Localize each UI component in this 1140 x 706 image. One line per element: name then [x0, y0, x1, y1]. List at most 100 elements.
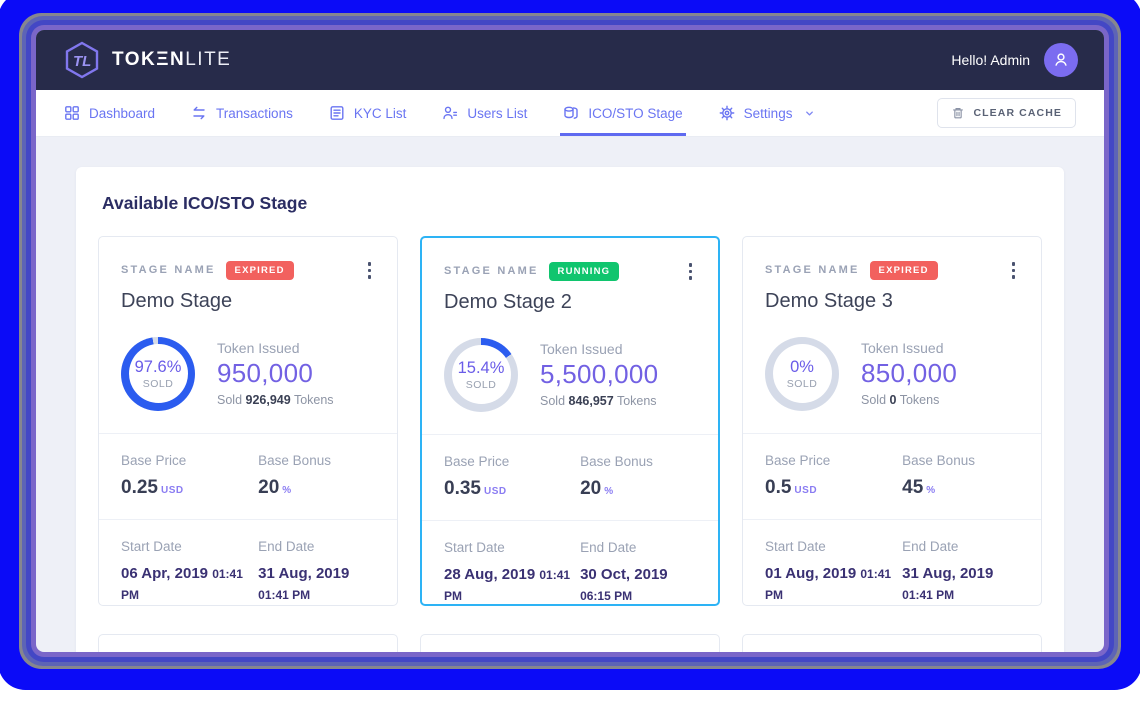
start-date-value: 28 Aug, 2019 01:41 PM	[444, 565, 571, 604]
token-issued-label: Token Issued	[217, 340, 300, 356]
stage-name-label: STAGE NAME	[765, 264, 860, 277]
base-bonus-cell: Base Bonus 20%	[258, 453, 375, 499]
trash-icon	[953, 108, 964, 119]
base-price-label: Base Price	[121, 452, 187, 468]
base-price-value: 0.35	[444, 477, 481, 499]
swap-arrows-icon	[193, 106, 205, 120]
status-badge: EXPIRED	[225, 260, 294, 280]
sold-tokens-line: Sold 846,957 Tokens	[540, 394, 657, 408]
stage-card-peek	[98, 634, 398, 652]
start-time: 01:41 PM	[444, 567, 571, 604]
brand-bold: TOKΞN	[112, 49, 186, 70]
base-price-value: 0.25	[121, 476, 158, 498]
start-date-label: Start Date	[121, 538, 182, 554]
divider	[743, 518, 1041, 520]
end-date-value: 30 Oct, 2019 06:15 PM	[580, 565, 668, 604]
card-menu-button[interactable]	[1008, 259, 1020, 282]
card-menu-button[interactable]	[364, 259, 376, 282]
stage-name-label: STAGE NAME	[121, 264, 216, 277]
tab-ico-sto-stage[interactable]: ICO/STO Stage	[560, 90, 686, 136]
user-avatar[interactable]	[1044, 43, 1078, 77]
sold-tokens-amount: 846,957	[568, 394, 614, 408]
end-date-label: End Date	[902, 538, 959, 554]
brand-name: TOKΞNLITE	[112, 49, 231, 71]
card-menu-button[interactable]	[685, 260, 697, 283]
tab-transactions[interactable]: Transactions	[191, 90, 293, 136]
base-price-label: Base Price	[765, 452, 831, 468]
sold-caption: SOLD	[786, 377, 818, 390]
stage-title: Demo Stage 3	[765, 289, 893, 312]
start-date-label: Start Date	[444, 539, 505, 555]
end-date-value: 31 Aug, 2019 01:41 PM	[258, 564, 350, 603]
base-bonus-cell: Base Bonus 20%	[580, 454, 696, 500]
end-date-cell: End Date 31 Aug, 2019 01:41 PM	[902, 538, 1019, 606]
end-time: 06:15 PM	[580, 589, 633, 604]
status-badge: EXPIRED	[869, 260, 938, 280]
tab-settings[interactable]: Settings	[719, 90, 816, 136]
base-price-unit: USD	[160, 484, 184, 496]
sold-progress-ring: 15.4% SOLD	[444, 337, 518, 412]
divider	[422, 519, 718, 521]
stage-name-label: STAGE NAME	[444, 265, 539, 278]
tab-users-list[interactable]: Users List	[442, 90, 527, 136]
base-bonus-label: Base Bonus	[902, 452, 975, 468]
chevron-down-icon	[806, 111, 814, 115]
brand-light: LITE	[185, 49, 232, 70]
base-bonus-unit: %	[604, 485, 614, 497]
base-price-value: 0.5	[765, 476, 792, 498]
sold-percent: 15.4%	[457, 358, 505, 377]
top-navbar: TL TOKΞNLITE Hello! Admin	[36, 30, 1104, 90]
main-nav-tabs: Dashboard Transactions KYC List Users Li…	[36, 90, 1104, 137]
base-bonus-value: 20	[580, 477, 602, 499]
end-date-value: 31 Aug, 2019 01:41 PM	[902, 564, 994, 603]
base-bonus-label: Base Bonus	[258, 452, 331, 468]
start-date-cell: Start Date 01 Aug, 2019 01:41 PM	[765, 539, 902, 606]
list-document-icon	[330, 106, 344, 120]
sold-percent: 97.6%	[134, 357, 182, 376]
clear-cache-button[interactable]: CLEAR CACHE	[937, 98, 1076, 128]
sold-progress-ring: 0% SOLD	[765, 336, 839, 411]
end-date-label: End Date	[258, 538, 315, 554]
base-price-unit: USD	[794, 484, 818, 496]
stage-card: STAGE NAME EXPIRED Demo Stage 97.6% SOLD…	[98, 236, 398, 606]
tab-dashboard[interactable]: Dashboard	[64, 90, 155, 136]
sold-tokens-amount: 926,949	[245, 393, 291, 407]
divider	[422, 433, 718, 435]
tab-label: Transactions	[216, 105, 293, 121]
stage-title: Demo Stage 2	[444, 290, 572, 313]
next-row-card-peeks	[98, 634, 1042, 652]
greeting-text: Hello! Admin	[951, 52, 1030, 68]
base-bonus-label: Base Bonus	[580, 453, 653, 469]
end-date-cell: End Date 31 Aug, 2019 01:41 PM	[258, 538, 375, 606]
sold-percent: 0%	[790, 357, 814, 376]
stage-card: STAGE NAME RUNNING Demo Stage 2 15.4% SO…	[420, 236, 720, 606]
page-title: Available ICO/STO Stage	[102, 193, 308, 213]
stage-title: Demo Stage	[121, 289, 233, 312]
base-bonus-cell: Base Bonus 45%	[902, 453, 1019, 499]
end-date-label: End Date	[580, 539, 637, 555]
tokenlite-logo-icon: TL	[65, 41, 99, 79]
tab-label: KYC List	[353, 105, 407, 121]
base-price-label: Base Price	[444, 453, 510, 469]
svg-text:TL: TL	[73, 53, 91, 70]
end-time: 01:41 PM	[902, 588, 955, 603]
start-time: 01:41 PM	[765, 566, 892, 603]
tab-kyc-list[interactable]: KYC List	[329, 90, 407, 136]
base-price-cell: Base Price 0.25 USD	[121, 453, 258, 499]
sold-tokens-line: Sold 926,949 Tokens	[217, 393, 334, 407]
divider	[99, 518, 397, 520]
start-date-cell: Start Date 28 Aug, 2019 01:41 PM	[444, 539, 580, 605]
base-bonus-value: 45	[902, 476, 924, 498]
start-time: 01:41 PM	[121, 566, 243, 603]
tab-label: Settings	[743, 105, 793, 121]
base-price-cell: Base Price 0.5 USD	[765, 453, 902, 499]
tab-label: ICO/STO Stage	[588, 105, 683, 121]
sold-caption: SOLD	[465, 378, 497, 391]
divider	[99, 432, 397, 434]
coins-stack-icon	[564, 106, 579, 119]
end-time: 01:41 PM	[258, 588, 311, 603]
person-icon	[1055, 53, 1067, 66]
base-bonus-value: 20	[258, 476, 280, 498]
start-date-value: 06 Apr, 2019 01:41 PM	[121, 564, 243, 603]
sold-tokens-amount: 0	[889, 393, 897, 407]
